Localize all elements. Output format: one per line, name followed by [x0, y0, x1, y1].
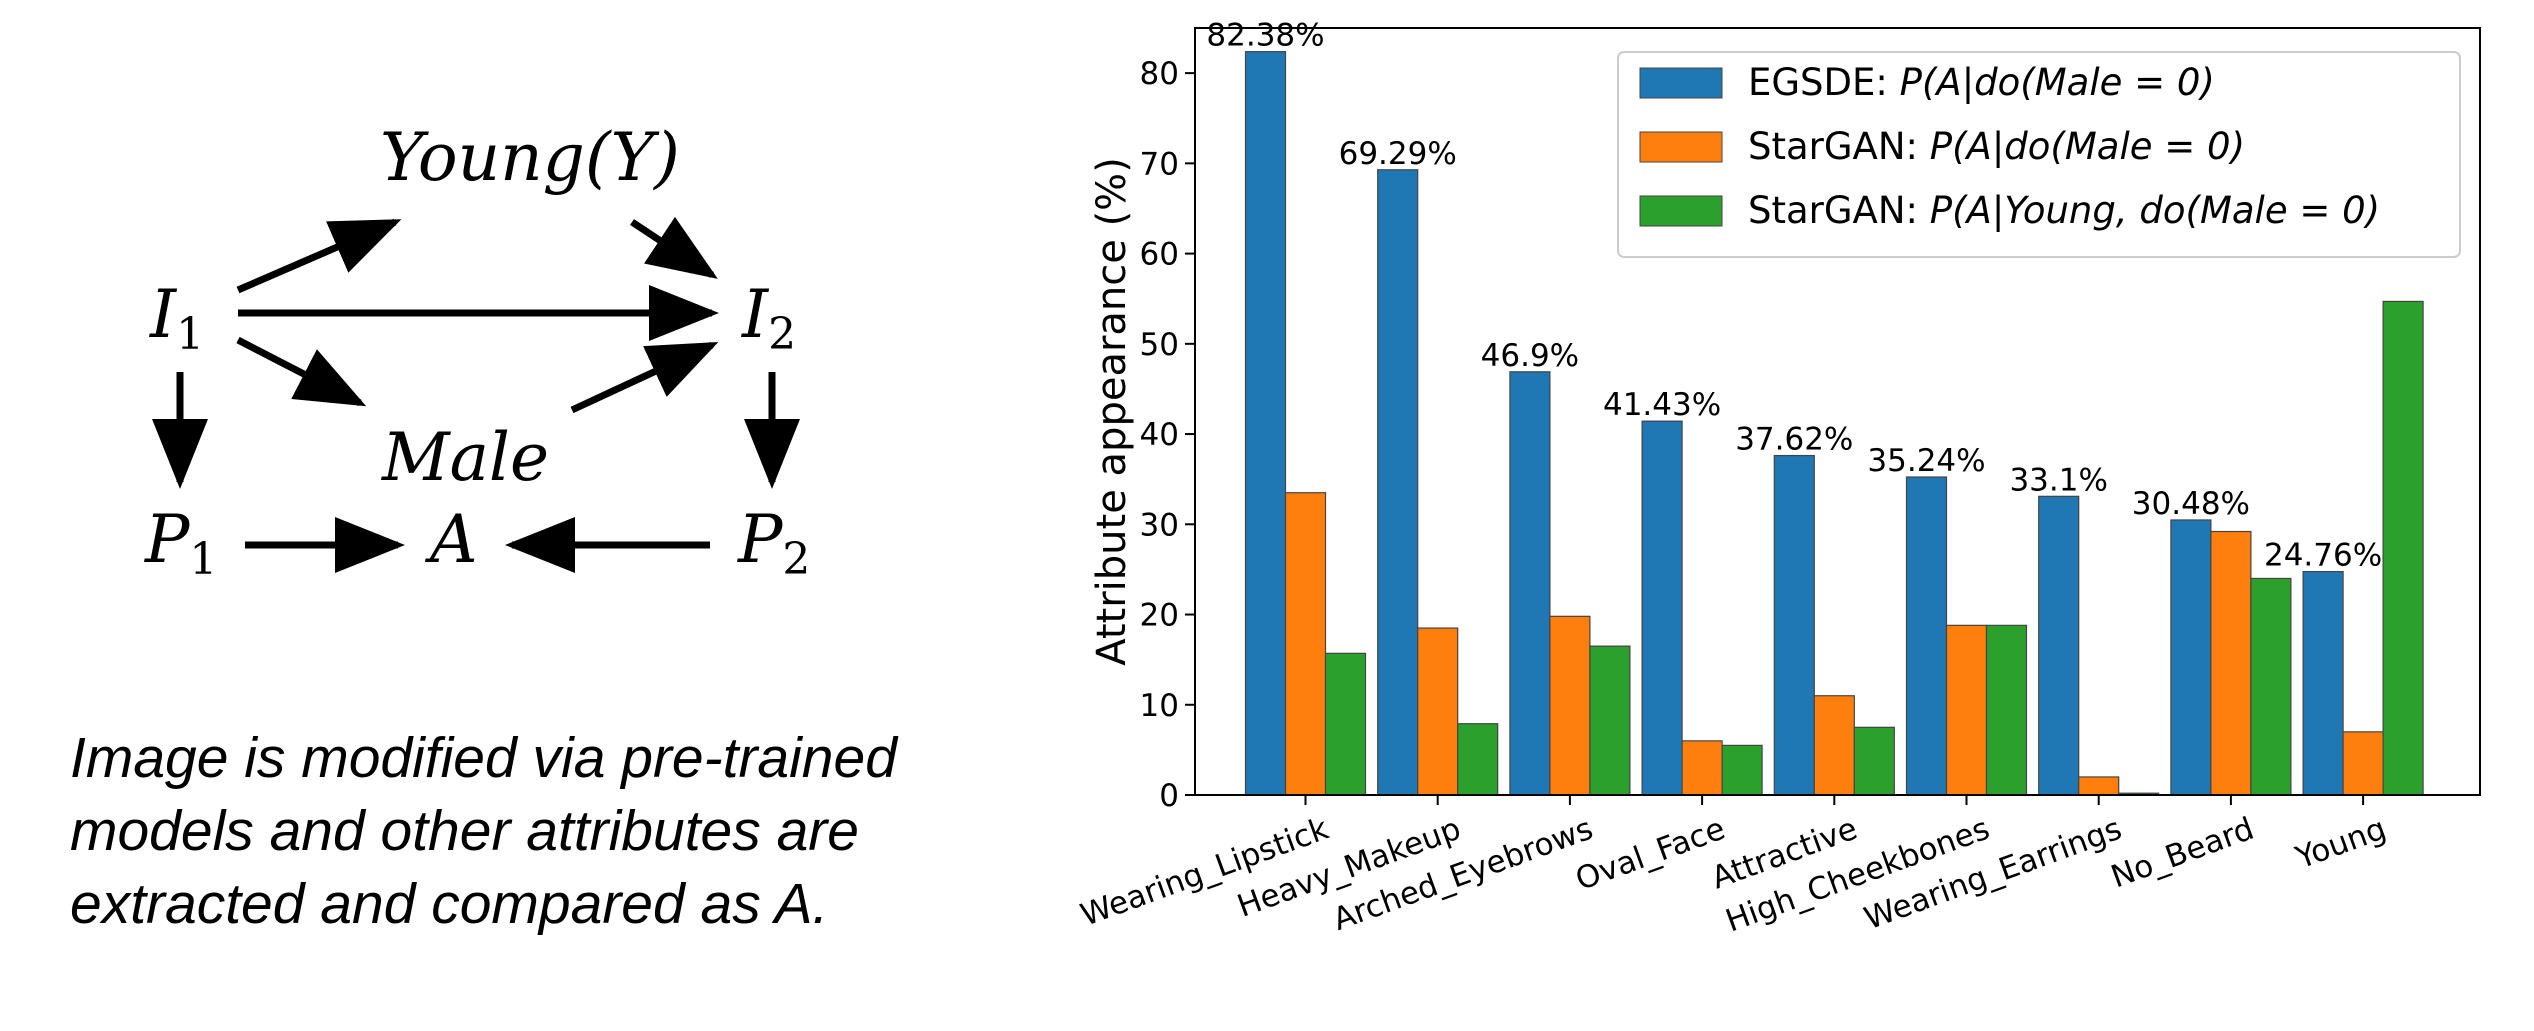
bar-heavy_makeup-series-2: [1457, 723, 1499, 796]
y-axis-label: Attribute appearance (%): [1089, 157, 1135, 666]
legend-swatch: [1639, 131, 1723, 163]
bar-wearing_lipstick-series-1: [1284, 492, 1327, 796]
bar-oval_face-series-1: [1681, 740, 1723, 796]
bar-heavy_makeup-series-0: [1377, 169, 1419, 796]
bar-high_cheekbones-series-1: [1945, 624, 1988, 796]
arrow-male-i2: [570, 341, 719, 414]
legend-box: [1617, 51, 2461, 258]
bar-wearing_earrings-series-1: [2078, 776, 2120, 796]
caption-line-2: models and other attributes are: [70, 799, 859, 863]
bar-high_cheekbones-series-2: [1985, 624, 2028, 796]
x-tick-label: Oval_Face: [1571, 811, 1730, 898]
y-tick-label: 40: [1140, 417, 1179, 453]
arrow-i1-male: [236, 336, 367, 407]
data-label: 30.48%: [2132, 486, 2250, 522]
bar-arched_eyebrows-series-0: [1509, 371, 1551, 796]
caption-line-1: Image is modified via pre-trained: [70, 726, 897, 790]
legend-label: StarGAN: P(A|Young, do(Male = 0): [1748, 189, 2380, 232]
y-tick-label: 70: [1140, 146, 1179, 182]
node-a: A: [424, 501, 478, 578]
data-labels-layer: 82.38% 69.29% 46.9% 41.43% 37.62% 35.24% 33.1%…: [1206, 18, 2382, 574]
y-tick-label: 60: [1140, 237, 1179, 273]
data-label: 46.9%: [1481, 338, 1579, 374]
node-male: Male: [381, 419, 549, 496]
bar-oval_face-series-2: [1721, 744, 1763, 796]
legend-label: EGSDE: P(A|do(Male = 0): [1748, 61, 2215, 104]
bar-high_cheekbones-series-0: [1905, 476, 1948, 796]
bar-no_beard-series-2: [2250, 577, 2292, 796]
y-tick-label: 30: [1140, 507, 1179, 543]
bar-wearing_earrings-series-0: [2038, 495, 2080, 796]
x-tick-label: No_Beard: [2106, 811, 2258, 896]
y-tick-label: 20: [1140, 598, 1179, 634]
arrow-young-i2: [630, 216, 718, 279]
node-i2: I2: [741, 276, 796, 360]
y-tick-label: 10: [1140, 688, 1179, 724]
data-label: 37.62%: [1735, 422, 1853, 458]
bar-young-series-2: [2382, 300, 2424, 796]
data-label: 35.24%: [1867, 443, 1985, 479]
node-p2: P2: [737, 501, 810, 585]
arrow-i1-young: [236, 218, 402, 294]
legend-swatch: [1639, 67, 1723, 99]
data-label: 41.43%: [1603, 387, 1721, 423]
bar-no_beard-series-1: [2210, 530, 2252, 796]
x-tick-label: Young: [2290, 811, 2390, 877]
causal-diagram: Young(Y) I1 I2 Male P1 A P2: [144, 119, 810, 585]
legend: EGSDE: P(A|do(Male = 0) StarGAN: P(A|do(M…: [1617, 51, 2461, 258]
y-tick-label: 50: [1140, 327, 1179, 363]
node-p1: P1: [144, 501, 217, 585]
bar-attractive-series-0: [1773, 454, 1815, 796]
node-i1: I1: [149, 276, 204, 360]
y-tick-label: 0: [1159, 778, 1179, 814]
data-label: 82.38%: [1206, 18, 1324, 54]
bar-arched_eyebrows-series-2: [1589, 645, 1631, 796]
data-label: 24.76%: [2264, 538, 2382, 574]
y-tick-label: 80: [1140, 56, 1179, 92]
bar-oval_face-series-0: [1641, 420, 1683, 796]
bar-heavy_makeup-series-1: [1417, 627, 1459, 796]
bar-young-series-0: [2302, 570, 2344, 796]
bar-attractive-series-2: [1853, 726, 1895, 796]
bar-wearing_lipstick-series-2: [1324, 652, 1367, 796]
bar-wearing_lipstick-series-0: [1244, 51, 1287, 796]
plot-frame: [1194, 27, 2481, 796]
data-label: 69.29%: [1339, 136, 1457, 172]
caption-line-3: extracted and compared as A.: [70, 872, 829, 936]
node-young: Young(Y): [380, 119, 680, 196]
legend-swatch: [1639, 195, 1723, 227]
bar-arched_eyebrows-series-1: [1549, 615, 1591, 796]
bar-young-series-1: [2342, 731, 2384, 796]
data-label: 33.1%: [2009, 462, 2107, 498]
legend-label: StarGAN: P(A|do(Male = 0): [1748, 125, 2245, 168]
caption: Image is modified via pre-trained models…: [70, 722, 1070, 941]
bar-no_beard-series-0: [2170, 519, 2212, 796]
bar-attractive-series-1: [1813, 695, 1855, 796]
